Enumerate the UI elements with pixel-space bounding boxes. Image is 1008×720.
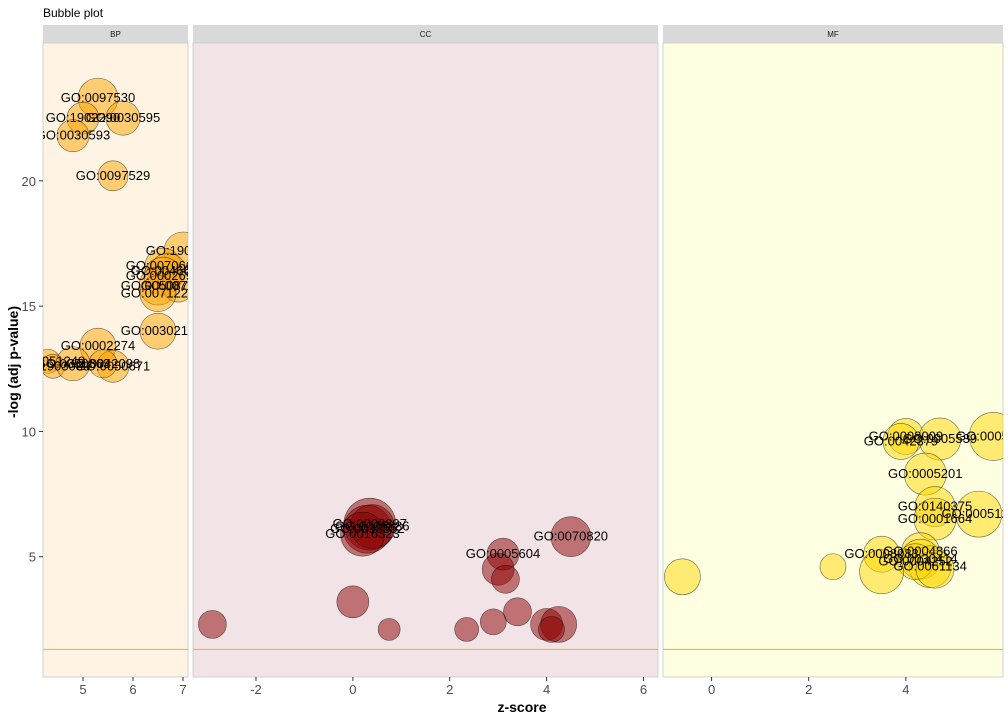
bubble-label: GO:0071222 bbox=[121, 286, 195, 301]
y-axis: 5 10 15 20 bbox=[22, 174, 43, 565]
facet-strip bbox=[43, 25, 188, 43]
bubble-label: GO:0050863 bbox=[36, 356, 110, 371]
chart-title: Bubble plot bbox=[43, 6, 104, 20]
bubble-point bbox=[503, 597, 532, 627]
bubble-label: GO:0002694 bbox=[126, 268, 200, 283]
facet-strip-label: BP bbox=[110, 30, 121, 39]
bubble-point bbox=[139, 312, 177, 350]
facet-strip-label: MF bbox=[827, 30, 839, 39]
bubble-point bbox=[819, 553, 847, 581]
x-tick-label: 6 bbox=[640, 682, 647, 697]
bubble-point bbox=[97, 160, 129, 192]
y-axis-title: -log (adj p-value) bbox=[5, 306, 21, 418]
bubble-label: GO:0050870 bbox=[121, 278, 195, 293]
x-tick-label: 4 bbox=[543, 682, 550, 697]
bubble-point bbox=[915, 549, 955, 589]
bubble-label: GO:0002274 bbox=[61, 338, 135, 353]
x-tick-label: -2 bbox=[250, 682, 262, 697]
panel-background bbox=[192, 42, 659, 678]
bubble-point bbox=[198, 610, 227, 639]
bubble-label: GO:0097529 bbox=[76, 168, 150, 183]
bubble-label: GO:0097530 bbox=[61, 90, 135, 105]
bubble-label: GO:0009897 bbox=[333, 516, 407, 531]
bubble-point bbox=[336, 585, 370, 619]
bubble-point bbox=[340, 511, 385, 557]
bubble-label: GO:0030414 bbox=[883, 551, 957, 566]
bubbles bbox=[43, 77, 188, 383]
bubble-label: GO:1902290 bbox=[46, 110, 120, 125]
bubble-point bbox=[955, 490, 1003, 538]
facet-strip-label: CC bbox=[420, 30, 432, 39]
bubble-label: GO:0140375 bbox=[898, 499, 972, 514]
bubble-label: GO:0005126 bbox=[941, 506, 1008, 521]
bubble-labels: GO:0008009GO:0042379GO:0005539GO:0005125… bbox=[844, 428, 1008, 574]
bubble-point bbox=[377, 618, 401, 641]
x-tick-label: 7 bbox=[179, 682, 186, 697]
bubble-label: GO:0004252 bbox=[878, 554, 952, 569]
bubble-label: GO:0050671 bbox=[76, 358, 150, 373]
bubble-label: GO:0042098 bbox=[66, 356, 140, 371]
bubble-label: GO:0030595 bbox=[86, 110, 160, 125]
bubble-point bbox=[491, 564, 520, 594]
x-axis-title: z-score bbox=[497, 699, 546, 715]
x-tick-label: 2 bbox=[446, 682, 453, 697]
bubble-point bbox=[538, 616, 565, 643]
bubble-label: GO:0070661 bbox=[126, 258, 200, 273]
bubble-label: GO:0046651 bbox=[131, 263, 205, 278]
bubbles bbox=[664, 412, 1003, 596]
facet-strip bbox=[193, 25, 658, 43]
bubble-point bbox=[88, 349, 118, 379]
bubble-point bbox=[859, 549, 904, 595]
bubble-point bbox=[664, 558, 701, 596]
bubble-point bbox=[105, 100, 141, 136]
bubbles bbox=[198, 497, 592, 643]
bubble-label: GO:0061134 bbox=[893, 559, 966, 574]
bubble-label: GO:0005886 bbox=[335, 519, 409, 534]
bubble-labels: GO:0009897GO:0098552GO:0005886GO:0016323… bbox=[325, 516, 608, 561]
panel-background bbox=[662, 42, 1004, 678]
bubble-point bbox=[968, 412, 1003, 461]
bubble-label: GO:0005125 bbox=[956, 428, 1008, 443]
bubble-point bbox=[480, 608, 507, 636]
bubble-label: GO:0008083 bbox=[844, 546, 918, 561]
bubble-label: GO:0098552 bbox=[330, 521, 404, 536]
bubble-label: GO:0051249 bbox=[11, 353, 85, 368]
bubble-label: GO:0005539 bbox=[903, 431, 977, 446]
bubble-label: GO:0071593 bbox=[141, 278, 215, 293]
bubble-label: GO:1903039 bbox=[16, 358, 90, 373]
y-tick-label: 5 bbox=[29, 550, 36, 565]
x-tick-label: 5 bbox=[79, 682, 86, 697]
x-tick-label: 0 bbox=[708, 682, 715, 697]
facet-strip bbox=[663, 25, 1003, 43]
x-tick-label: 2 bbox=[805, 682, 812, 697]
bubble-label: GO:0016323 bbox=[325, 526, 399, 541]
panel-mf: MFGO:0008009GO:0042379GO:0005539GO:00051… bbox=[662, 25, 1008, 697]
y-tick-label: 10 bbox=[22, 424, 36, 439]
bubble-label: GO:0030217 bbox=[121, 323, 195, 338]
x-tick-label: 4 bbox=[902, 682, 909, 697]
y-tick-label: 15 bbox=[22, 299, 36, 314]
y-tick-label: 20 bbox=[22, 174, 36, 189]
bubble-label: GO:0005604 bbox=[466, 546, 540, 561]
bubble-point bbox=[550, 516, 592, 557]
bubble-label: GO:0030593 bbox=[36, 128, 110, 143]
x-tick-label: 0 bbox=[349, 682, 356, 697]
x-tick-label: 6 bbox=[129, 682, 136, 697]
bubble-label: GO:0005201 bbox=[888, 466, 962, 481]
bubble-label: GO:1903037 bbox=[146, 243, 220, 258]
bubble-label: GO:0008009 bbox=[869, 428, 943, 443]
bubble-point bbox=[454, 617, 479, 642]
bubble-point bbox=[139, 275, 177, 312]
panel-cc: CC GO:0009897GO:0098552GO:0005886GO:00163… bbox=[192, 25, 659, 697]
bubble-label: GO:0070820 bbox=[534, 529, 608, 544]
bubble-label: GO:0042379 bbox=[864, 433, 938, 448]
bubble-label: GO:0001664 bbox=[898, 511, 972, 526]
bubble-point bbox=[56, 119, 90, 153]
bubble-label: GO:0004866 bbox=[883, 544, 957, 559]
